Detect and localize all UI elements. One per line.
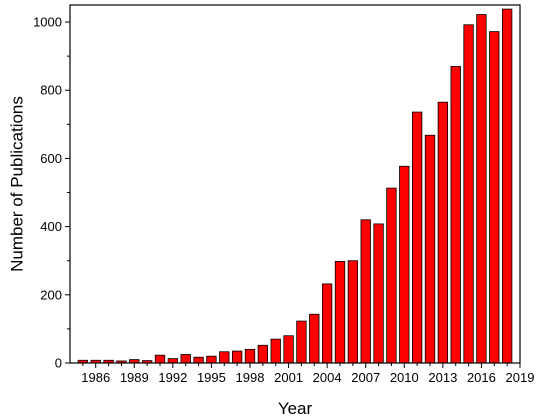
x-axis-title: Year xyxy=(278,399,313,418)
bar-2006 xyxy=(347,260,359,364)
x-tick-label-1986: 1986 xyxy=(81,370,110,385)
y-tick-label-400: 400 xyxy=(40,219,62,234)
bar-1995 xyxy=(206,355,217,364)
bar-1993 xyxy=(180,354,191,364)
bar-2008 xyxy=(373,223,384,364)
x-tick-label-2010: 2010 xyxy=(390,370,419,385)
y-tick-label-0: 0 xyxy=(55,356,62,371)
bar-1999 xyxy=(257,344,269,364)
bars-group xyxy=(77,8,513,364)
bar-2004 xyxy=(321,283,333,364)
bar-2003 xyxy=(309,313,320,364)
x-tick-label-2016: 2016 xyxy=(467,370,496,385)
bar-2015 xyxy=(463,24,474,364)
bar-1991 xyxy=(154,354,166,364)
y-tick-label-800: 800 xyxy=(40,83,62,98)
x-tick-label-2019: 2019 xyxy=(506,370,535,385)
x-tick-label-1995: 1995 xyxy=(197,370,226,385)
x-tick-label-1992: 1992 xyxy=(158,370,187,385)
ticks-group: 1986 1989 1992 1995 1998 2001 2004 2007 2010 2013… xyxy=(33,15,534,385)
bar-1997 xyxy=(231,350,243,364)
y-tick-label-200: 200 xyxy=(40,287,62,302)
bar-1996 xyxy=(219,351,230,364)
bar-2005 xyxy=(334,260,346,364)
bar-2018 xyxy=(501,8,513,364)
bar-1998 xyxy=(244,348,256,364)
x-tick-label-2004: 2004 xyxy=(313,370,342,385)
x-tick-label-2013: 2013 xyxy=(428,370,457,385)
bar-2009 xyxy=(386,187,397,364)
plot-frame xyxy=(69,4,521,364)
x-tick-label-1989: 1989 xyxy=(120,370,149,385)
bar-2017 xyxy=(489,31,500,364)
bar-2016 xyxy=(476,14,487,364)
bar-2011 xyxy=(411,111,423,364)
y-axis-title: Number of Publications xyxy=(7,96,26,272)
y-tick-label-600: 600 xyxy=(40,151,62,166)
bar-2013 xyxy=(437,101,449,364)
x-tick-label-1998: 1998 xyxy=(236,370,265,385)
bar-2000 xyxy=(270,338,281,364)
x-tick-label-2007: 2007 xyxy=(351,370,380,385)
y-tick-label-1000: 1000 xyxy=(33,15,62,30)
bar-1994 xyxy=(193,356,204,364)
x-tick-label-2001: 2001 xyxy=(274,370,303,385)
bar-2002 xyxy=(296,320,307,364)
bar-2007 xyxy=(360,219,371,364)
bar-2014 xyxy=(450,65,461,364)
bar-2010 xyxy=(399,165,410,364)
bar-2012 xyxy=(424,134,436,364)
bar-2001 xyxy=(283,335,294,364)
bar-1992 xyxy=(167,358,179,364)
